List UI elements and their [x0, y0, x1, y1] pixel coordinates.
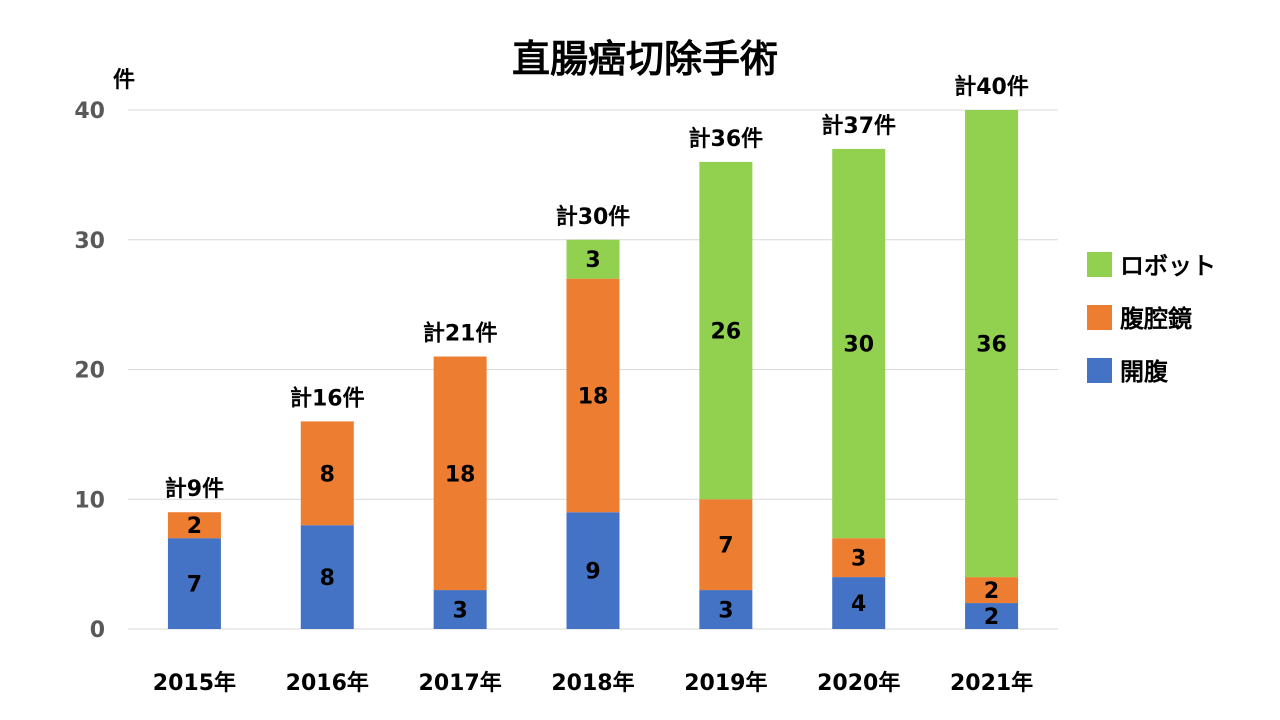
- segment-value-label: 8: [320, 566, 335, 591]
- legend-swatch: [1087, 252, 1112, 277]
- bar-total-label: 計40件: [954, 74, 1029, 100]
- segment-value-label: 36: [976, 333, 1007, 358]
- bar-segment: [167, 512, 221, 539]
- y-axis-unit-label: 件: [113, 68, 135, 93]
- segment-value-label: 3: [851, 547, 866, 572]
- segment-value-label: 3: [452, 599, 467, 624]
- legend-label: ロボット: [1120, 252, 1216, 280]
- bar-segment: [832, 148, 886, 539]
- bar-segment: [699, 499, 753, 591]
- bar-total-label: 計9件: [165, 476, 224, 502]
- bar-segment: [965, 603, 1019, 629]
- legend-label: 開腹: [1120, 358, 1169, 386]
- y-tick-label: 30: [74, 229, 105, 254]
- segment-value-label: 2: [984, 579, 999, 604]
- segment-value-label: 18: [578, 384, 609, 409]
- segment-value-label: 9: [585, 560, 600, 585]
- chart-title: 直腸癌切除手術: [512, 37, 778, 81]
- segment-value-label: 30: [843, 333, 874, 358]
- legend-swatch: [1087, 305, 1112, 330]
- x-tick-label: 2020年: [817, 670, 900, 696]
- segment-value-label: 3: [718, 599, 733, 624]
- bar-segment: [167, 538, 221, 629]
- segment-value-label: 7: [187, 573, 202, 598]
- bar-segment: [300, 525, 354, 629]
- bar-segment: [965, 110, 1019, 578]
- x-tick-label: 2019年: [684, 670, 767, 696]
- bar-segment: [699, 161, 753, 500]
- bars: [167, 110, 1019, 629]
- x-tick-label: 2016年: [286, 670, 369, 696]
- legend-label: 腹腔鏡: [1120, 305, 1192, 333]
- bar-segment: [433, 590, 487, 629]
- segment-value-label: 3: [585, 248, 600, 273]
- segment-value-label: 2: [984, 605, 999, 630]
- segment-value-label: 2: [187, 514, 202, 539]
- bar-segment: [699, 590, 753, 629]
- bar-segment: [300, 421, 354, 526]
- segment-value-label: 4: [851, 592, 866, 617]
- bar-total-label: 計37件: [821, 113, 896, 139]
- bar-segment: [566, 278, 620, 513]
- bar-segment: [965, 577, 1019, 604]
- x-tick-label: 2015年: [153, 670, 236, 696]
- segment-value-label: 26: [711, 320, 742, 345]
- y-tick-label: 40: [74, 99, 105, 124]
- y-tick-label: 20: [74, 359, 105, 384]
- bar-segment: [832, 577, 886, 629]
- total-labels: 計9件 計16件 計21件 計30件 計36件 計37件 計40件: [165, 74, 1029, 502]
- y-tick-label: 10: [74, 488, 105, 513]
- segment-value-label: 18: [445, 462, 476, 487]
- x-tick-label: 2018年: [551, 670, 634, 696]
- x-tick-label: 2017年: [419, 670, 502, 696]
- bar-total-label: 計21件: [423, 321, 498, 347]
- x-axis-ticks: 2015年 2016年 2017年 2018年 2019年 2020年 2021年: [153, 670, 1033, 696]
- bar-total-label: 計16件: [290, 385, 365, 411]
- bar-segment: [832, 538, 886, 578]
- segment-value-label: 8: [320, 462, 335, 487]
- y-tick-label: 0: [90, 618, 105, 643]
- bar-segment: [433, 356, 487, 591]
- x-tick-label: 2021年: [950, 670, 1033, 696]
- bar-segment: [566, 512, 620, 629]
- bar-segment: [566, 239, 620, 279]
- bar-total-label: 計36件: [689, 126, 764, 152]
- legend-swatch: [1087, 358, 1112, 383]
- y-axis-ticks: 0 10 20 30 40: [74, 99, 105, 643]
- bar-total-label: 計30件: [556, 204, 631, 230]
- segment-value-label: 7: [718, 534, 733, 559]
